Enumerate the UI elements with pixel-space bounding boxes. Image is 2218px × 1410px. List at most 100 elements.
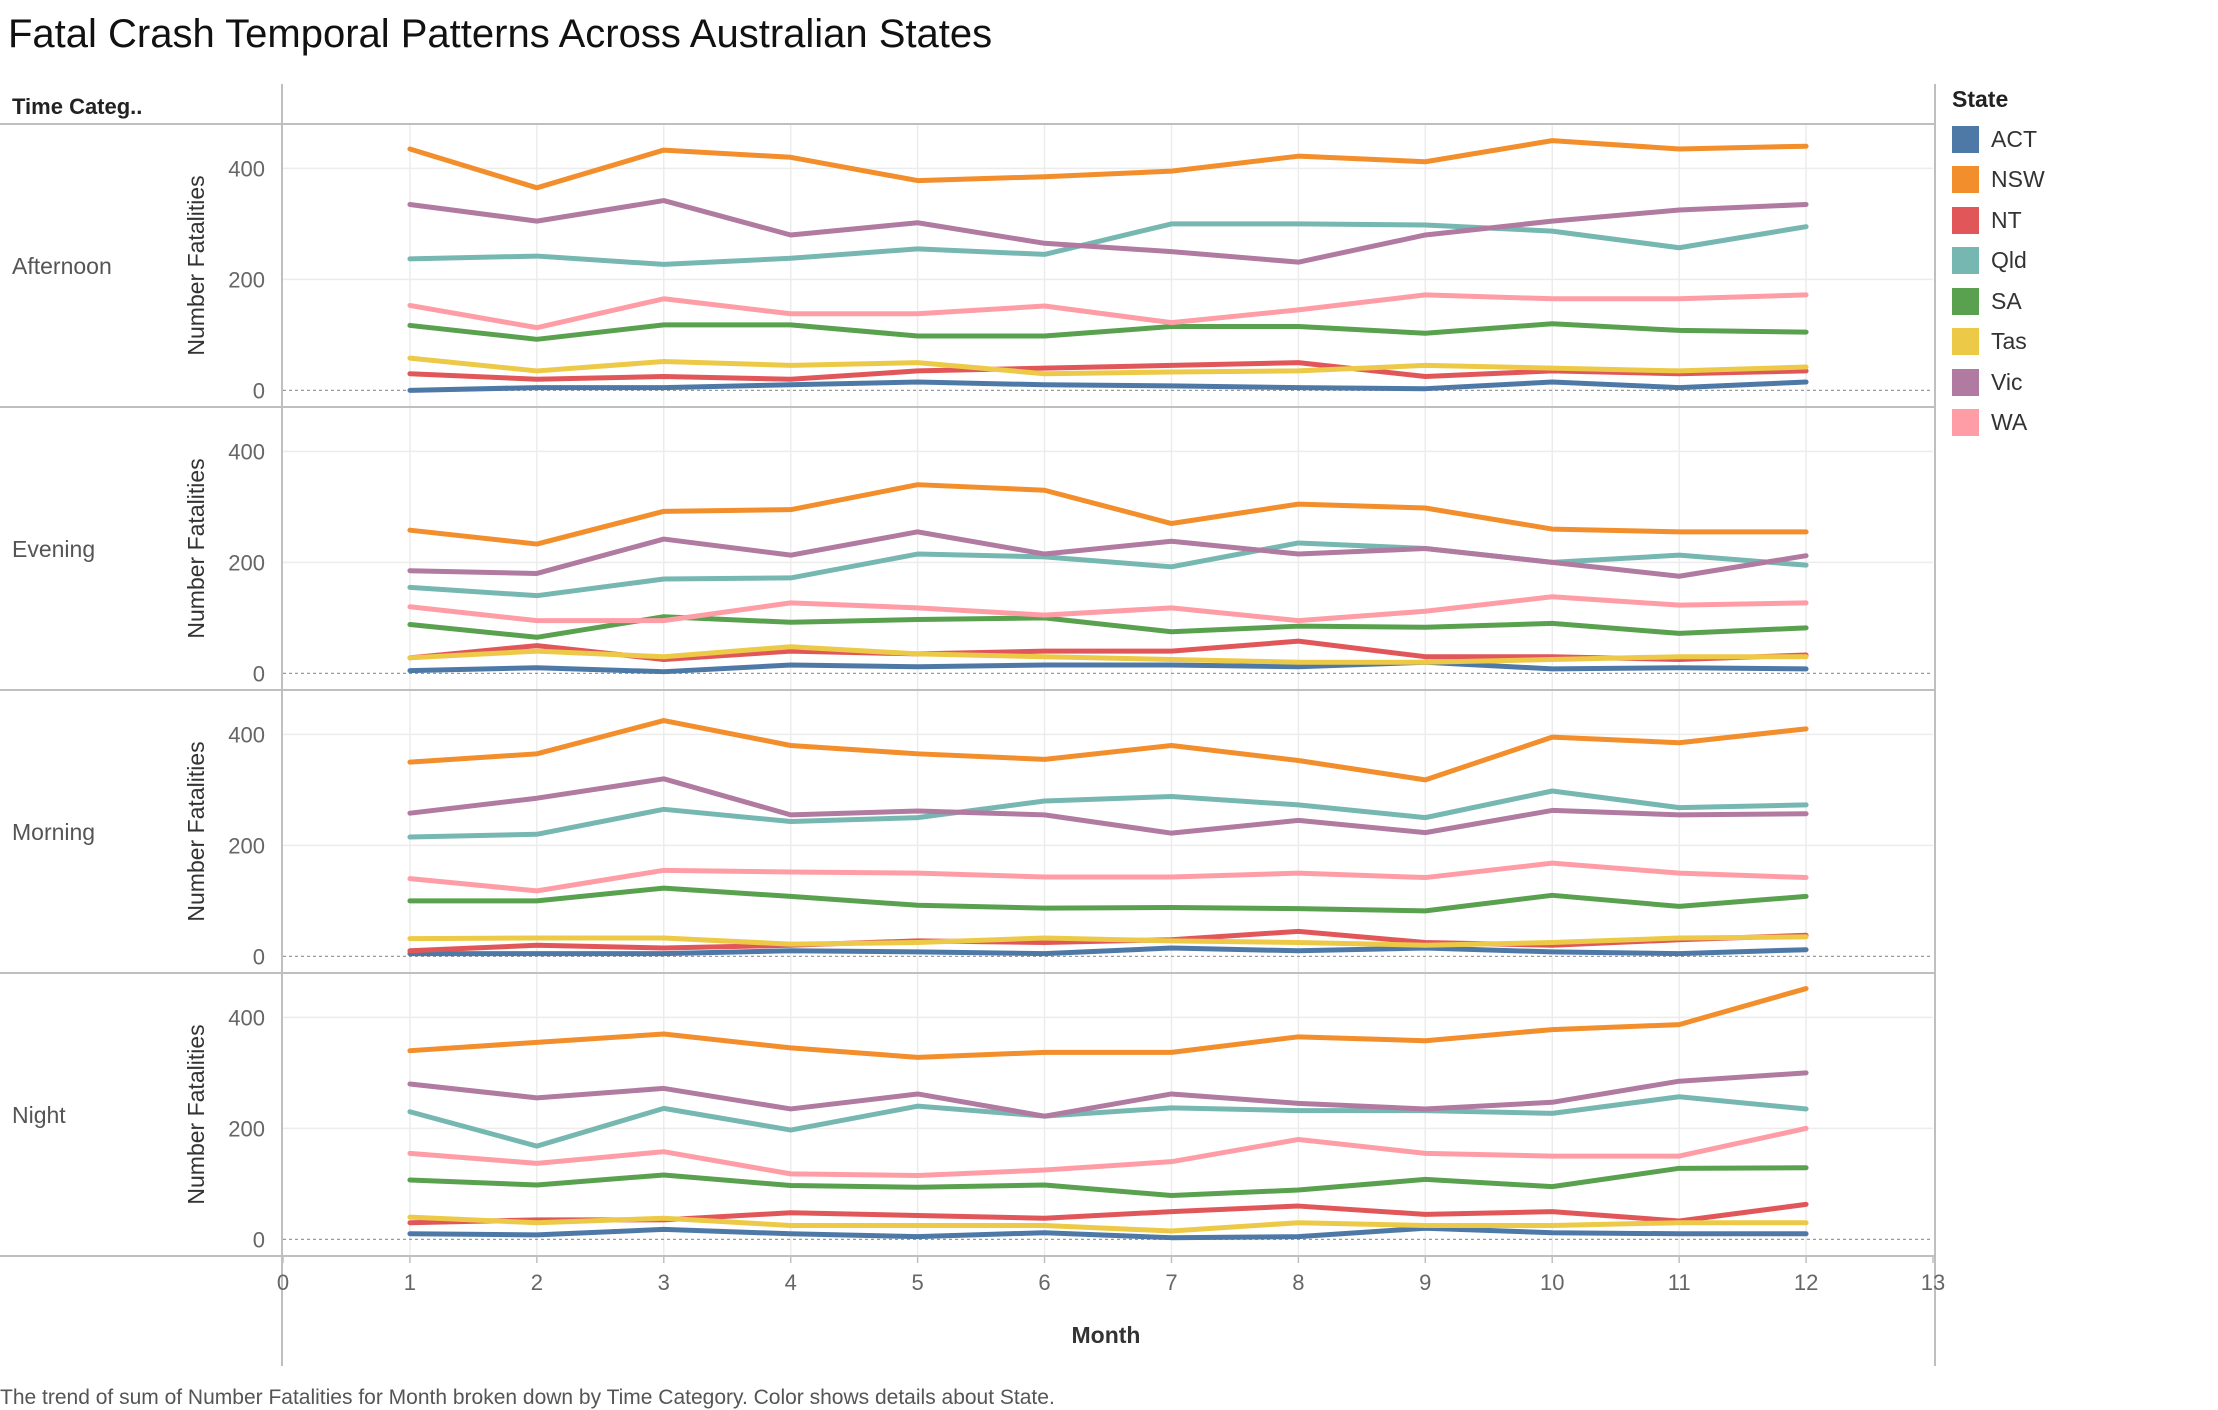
legend-swatch: [1952, 247, 1979, 275]
series-line-sa[interactable]: [407, 321, 1809, 342]
row-label-morning: Morning: [12, 819, 95, 845]
legend-item-vic[interactable]: Vic: [1952, 362, 2045, 403]
legend-swatch: [1952, 287, 1979, 315]
series-line-nsw[interactable]: [407, 138, 1809, 191]
y-tick-label: 0: [253, 1227, 265, 1252]
chart-caption: The trend of sum of Number Fatalities fo…: [0, 1386, 1055, 1409]
legend-label: NSW: [1991, 166, 2045, 193]
legend-swatch: [1952, 125, 1979, 153]
series-line-qld[interactable]: [407, 221, 1809, 267]
series-line-sa[interactable]: [407, 885, 1809, 914]
x-axis-title: Month: [1072, 1322, 1141, 1348]
legend-swatch: [1952, 206, 1979, 234]
series-line-qld[interactable]: [407, 1094, 1809, 1149]
legend-item-wa[interactable]: WA: [1952, 403, 2045, 444]
x-tick-label: 0: [277, 1270, 289, 1295]
legend-swatch: [1952, 368, 1979, 396]
series-line-sa[interactable]: [407, 1165, 1809, 1199]
series-line-vic[interactable]: [407, 198, 1809, 265]
y-axis-title: Number Fatalities: [183, 741, 209, 921]
y-tick-label: 0: [253, 378, 265, 403]
series-line-act[interactable]: [407, 659, 1809, 675]
x-tick-label: 5: [911, 1270, 923, 1295]
x-tick-label: 8: [1292, 1270, 1304, 1295]
legend-label: NT: [1991, 206, 2022, 233]
y-tick-label: 200: [228, 1116, 265, 1141]
series-line-act[interactable]: [407, 1225, 1809, 1241]
series-line-nsw[interactable]: [407, 482, 1809, 547]
x-tick-label: 7: [1165, 1270, 1177, 1295]
x-tick-label: 9: [1419, 1270, 1431, 1295]
x-tick-label: 2: [531, 1270, 543, 1295]
panel-morning: 0 200 400 Number Fatalities Morning: [12, 691, 1933, 972]
row-label-evening: Evening: [12, 536, 95, 562]
series-line-wa[interactable]: [407, 594, 1809, 624]
series-line-vic[interactable]: [407, 529, 1809, 579]
x-tick-label: 3: [658, 1270, 670, 1295]
series-line-tas[interactable]: [407, 644, 1809, 665]
panels: 0 200 400 Number Fatalities Afternoon 0 200 400…: [12, 125, 1933, 1255]
legend-swatch: [1952, 409, 1979, 437]
x-tick-label: 10: [1540, 1270, 1564, 1295]
y-tick-label: 0: [253, 661, 265, 686]
legend-items: ACT NSW NT Qld SA Tas Vic WA: [1952, 119, 2045, 443]
series-line-nsw[interactable]: [407, 718, 1809, 783]
legend-label: Vic: [1991, 368, 2023, 395]
legend: State ACT NSW NT Qld SA Tas Vic WA: [1952, 86, 2045, 443]
legend-title: State: [1952, 86, 2009, 112]
x-tick-label: 11: [1668, 1270, 1691, 1295]
y-tick-label: 400: [228, 439, 265, 464]
x-tick-label: 1: [404, 1270, 416, 1295]
legend-item-qld[interactable]: Qld: [1952, 241, 2045, 282]
x-tick-label: 4: [785, 1270, 797, 1295]
series-line-qld[interactable]: [407, 540, 1809, 599]
series-line-act[interactable]: [407, 379, 1809, 393]
chart-title: Fatal Crash Temporal Patterns Across Aus…: [8, 12, 993, 56]
y-tick-label: 400: [228, 156, 265, 181]
y-tick-label: 200: [228, 550, 265, 575]
legend-item-nt[interactable]: NT: [1952, 200, 2045, 241]
legend-item-act[interactable]: ACT: [1952, 119, 2045, 160]
series-line-wa[interactable]: [407, 1125, 1809, 1179]
x-tick-label: 12: [1794, 1270, 1818, 1295]
x-axis: 0 1 2 3 4 5 6 7 8 9 10 11 12 13: [277, 1256, 1945, 1295]
series-line-tas[interactable]: [407, 355, 1809, 377]
series-line-act[interactable]: [407, 945, 1809, 957]
x-tick-label: 6: [1038, 1270, 1050, 1295]
legend-label: WA: [1991, 409, 2028, 436]
y-tick-label: 400: [228, 722, 265, 747]
series-line-wa[interactable]: [407, 860, 1809, 894]
series-line-tas[interactable]: [407, 1214, 1809, 1234]
series-line-wa[interactable]: [407, 292, 1809, 331]
series-line-vic[interactable]: [407, 1070, 1809, 1119]
legend-swatch: [1952, 166, 1979, 194]
series-line-qld[interactable]: [407, 788, 1809, 840]
series-line-nt[interactable]: [407, 360, 1809, 382]
panel-evening: 0 200 400 Number Fatalities Evening: [12, 408, 1933, 689]
chart-frame: [0, 84, 1936, 1366]
x-tick-label: 13: [1921, 1270, 1945, 1295]
panel-afternoon: 0 200 400 Number Fatalities Afternoon: [12, 125, 1933, 406]
row-label-night: Night: [12, 1102, 66, 1128]
y-tick-label: 200: [228, 833, 265, 858]
y-tick-label: 0: [253, 944, 265, 969]
y-axis-title: Number Fatalities: [183, 175, 209, 355]
legend-label: Qld: [1991, 247, 2027, 274]
row-header: Time Categ..: [12, 94, 142, 119]
panel-night: 0 200 400 Number Fatalities Night: [12, 974, 1933, 1255]
legend-item-tas[interactable]: Tas: [1952, 322, 2045, 363]
legend-label: ACT: [1991, 125, 2037, 152]
y-axis-title: Number Fatalities: [183, 1024, 209, 1204]
y-tick-label: 400: [228, 1005, 265, 1030]
series-line-tas[interactable]: [407, 934, 1809, 948]
y-tick-label: 200: [228, 267, 265, 292]
legend-item-nsw[interactable]: NSW: [1952, 160, 2045, 201]
row-label-afternoon: Afternoon: [12, 253, 112, 279]
y-axis-title: Number Fatalities: [183, 458, 209, 638]
series-line-vic[interactable]: [407, 776, 1809, 836]
legend-label: Tas: [1991, 328, 2027, 355]
legend-label: SA: [1991, 287, 2022, 314]
series-line-nsw[interactable]: [407, 986, 1809, 1060]
legend-item-sa[interactable]: SA: [1952, 281, 2045, 322]
